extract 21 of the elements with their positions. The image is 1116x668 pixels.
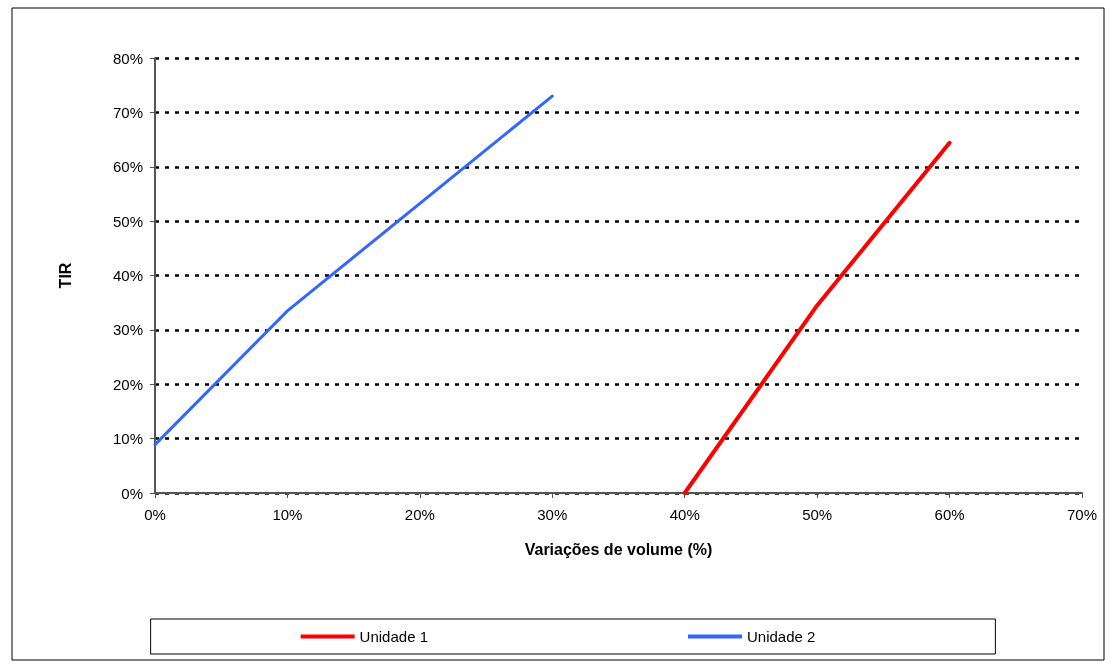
legend-label: Unidade 1: [359, 628, 428, 645]
y-tick-label: 10%: [112, 430, 143, 448]
x-tick-label: 60%: [934, 506, 965, 523]
x-tick-label: 10%: [272, 506, 303, 523]
y-tick-label: 30%: [112, 321, 143, 339]
x-tick-label: 70%: [1066, 506, 1098, 523]
y-tick-label: 0%: [121, 484, 143, 502]
y-tick-label: 70%: [112, 103, 143, 121]
y-axis-title: TIR: [56, 262, 74, 289]
x-tick-label: 40%: [669, 506, 700, 523]
x-tick-label: 20%: [404, 506, 435, 523]
y-tick-label: 60%: [112, 158, 143, 176]
x-axis-title: Variações de volume (%): [524, 540, 713, 558]
legend-label: Unidade 2: [747, 628, 816, 645]
y-tick-label: 40%: [112, 267, 143, 284]
x-tick-label: 50%: [802, 506, 833, 523]
y-tick-label: 80%: [112, 49, 143, 67]
x-tick-label: 30%: [537, 506, 568, 523]
x-tick-label: 0%: [144, 506, 166, 523]
y-tick-label: 20%: [112, 375, 143, 393]
y-tick-label: 50%: [112, 212, 143, 230]
